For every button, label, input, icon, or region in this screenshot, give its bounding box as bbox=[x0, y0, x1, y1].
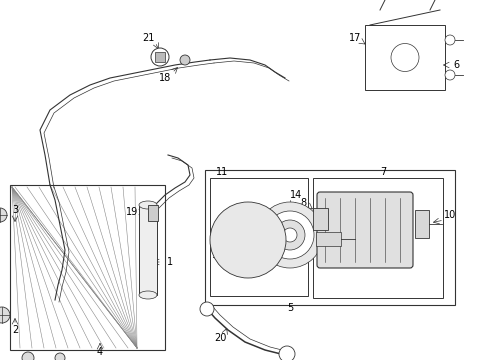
Text: 20: 20 bbox=[213, 333, 226, 343]
Circle shape bbox=[238, 230, 258, 250]
Bar bbox=[414, 210, 428, 238]
Text: 7: 7 bbox=[379, 167, 386, 177]
Circle shape bbox=[209, 202, 285, 278]
Text: 12: 12 bbox=[222, 223, 234, 233]
Circle shape bbox=[257, 202, 323, 268]
Circle shape bbox=[220, 212, 275, 268]
Circle shape bbox=[22, 352, 34, 360]
Text: 10: 10 bbox=[443, 210, 455, 220]
Bar bbox=[148, 205, 158, 221]
Bar bbox=[155, 52, 164, 62]
Text: 19: 19 bbox=[125, 207, 138, 217]
Text: 13: 13 bbox=[211, 250, 224, 260]
Bar bbox=[12, 187, 137, 348]
Bar bbox=[139, 205, 157, 295]
Text: 8: 8 bbox=[299, 198, 305, 208]
Ellipse shape bbox=[139, 291, 157, 299]
FancyBboxPatch shape bbox=[316, 192, 412, 268]
Bar bbox=[204, 170, 454, 305]
Text: 17: 17 bbox=[348, 33, 361, 43]
Text: 11: 11 bbox=[215, 167, 228, 177]
Text: 21: 21 bbox=[142, 33, 154, 43]
Text: 14: 14 bbox=[289, 190, 302, 200]
Circle shape bbox=[0, 307, 10, 323]
Circle shape bbox=[283, 228, 296, 242]
Ellipse shape bbox=[139, 201, 157, 209]
Bar bbox=[315, 232, 340, 246]
Text: 16: 16 bbox=[289, 253, 302, 263]
Bar bbox=[209, 178, 307, 296]
Text: 6: 6 bbox=[452, 60, 458, 70]
Text: 9: 9 bbox=[299, 233, 305, 243]
Circle shape bbox=[0, 208, 7, 222]
Text: 2: 2 bbox=[12, 325, 18, 335]
Bar bbox=[312, 178, 442, 298]
Text: 5: 5 bbox=[286, 303, 292, 313]
Circle shape bbox=[55, 353, 65, 360]
Text: 3: 3 bbox=[12, 205, 18, 215]
Circle shape bbox=[444, 35, 454, 45]
Circle shape bbox=[265, 211, 313, 259]
Bar bbox=[312, 208, 327, 230]
Circle shape bbox=[200, 302, 214, 316]
Circle shape bbox=[444, 70, 454, 80]
Circle shape bbox=[279, 346, 294, 360]
Text: 15: 15 bbox=[242, 223, 254, 233]
Circle shape bbox=[180, 55, 190, 65]
Bar bbox=[10, 185, 164, 350]
Text: 1: 1 bbox=[166, 257, 173, 267]
Circle shape bbox=[151, 48, 169, 66]
Text: 4: 4 bbox=[97, 347, 103, 357]
Text: 18: 18 bbox=[159, 73, 171, 83]
Circle shape bbox=[229, 222, 265, 258]
Circle shape bbox=[274, 220, 305, 250]
Bar bbox=[364, 25, 444, 90]
Circle shape bbox=[244, 236, 251, 244]
